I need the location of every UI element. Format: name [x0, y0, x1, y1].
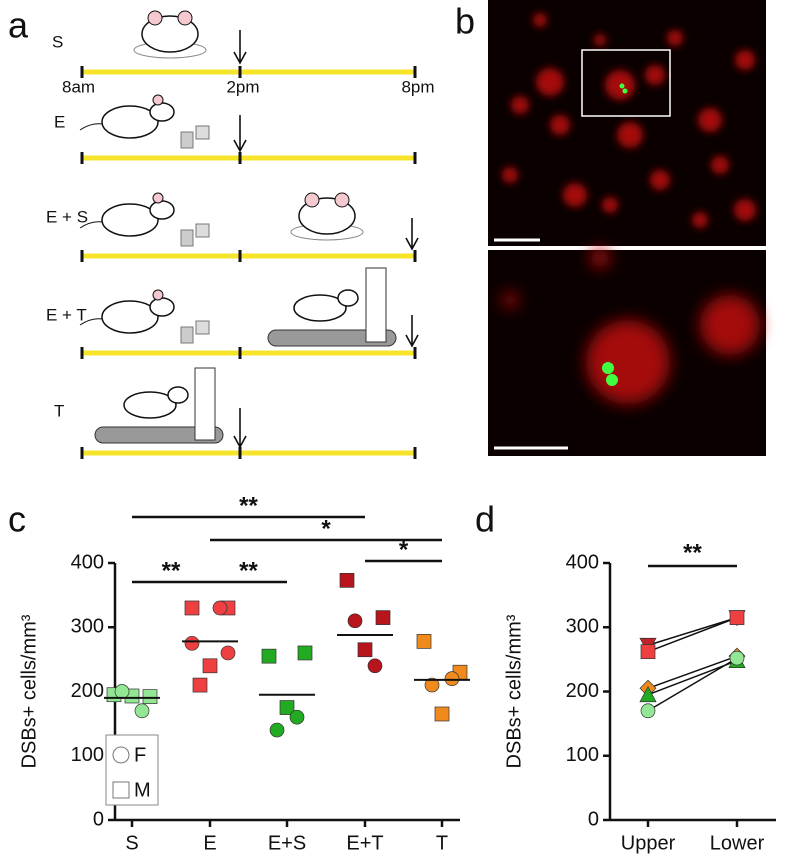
- y-tick-label: 300: [566, 616, 599, 638]
- point: [297, 645, 313, 661]
- panel-label: d: [475, 499, 495, 540]
- sleeping-mouse: [133, 10, 207, 59]
- point: [212, 600, 228, 616]
- point: [202, 658, 218, 674]
- row-label: S: [52, 32, 63, 51]
- y-tick-label: 400: [566, 551, 599, 573]
- point: [639, 685, 657, 703]
- pair-line: [647, 616, 738, 653]
- point: [444, 671, 460, 687]
- legend-label: F: [134, 744, 146, 766]
- point: [357, 642, 373, 658]
- time-label: 2pm: [226, 77, 259, 96]
- treadmill-mouse: [267, 267, 397, 347]
- y-tick-label: 400: [71, 551, 104, 573]
- point: [434, 706, 450, 722]
- time-label: 8am: [62, 77, 95, 96]
- point: [142, 689, 158, 704]
- x-tick-label: T: [436, 832, 448, 854]
- significance-label: **: [239, 557, 258, 584]
- point: [375, 610, 391, 625]
- significance-label: **: [239, 492, 258, 519]
- pair-line: [647, 655, 738, 689]
- time-label: 8pm: [401, 77, 434, 96]
- y-tick-label: 200: [71, 680, 104, 702]
- treadmill-mouse: [94, 367, 224, 444]
- mouse-with-objects: [79, 94, 210, 149]
- significance-label: *: [321, 515, 331, 542]
- point: [184, 635, 200, 651]
- x-tick-label: E+T: [346, 832, 383, 854]
- row-label: E: [54, 112, 65, 131]
- x-tick-label: E+S: [268, 832, 306, 854]
- y-tick-label: 100: [566, 744, 599, 766]
- point: [347, 613, 363, 629]
- point: [367, 658, 383, 674]
- point: [184, 600, 200, 616]
- y-axis-label: DSBs+ cells/mm³: [503, 614, 525, 768]
- point: [261, 648, 277, 664]
- point: [640, 703, 656, 719]
- y-tick-label: 200: [566, 680, 599, 702]
- panel-label: b: [455, 1, 475, 42]
- legend-label: M: [134, 779, 151, 801]
- point: [640, 644, 656, 660]
- panel-label: c: [8, 499, 26, 540]
- y-tick-label: 0: [588, 808, 599, 830]
- point: [134, 703, 150, 719]
- row-label: E + T: [46, 305, 87, 324]
- y-tick-label: 0: [93, 808, 104, 830]
- x-tick-label: S: [125, 832, 138, 854]
- point: [114, 684, 130, 699]
- point: [220, 645, 236, 661]
- point: [729, 610, 745, 625]
- y-axis-label: DSBs+ cells/mm³: [18, 614, 40, 768]
- point: [729, 650, 745, 666]
- y-tick-label: 300: [71, 616, 104, 638]
- point: [279, 700, 295, 715]
- x-tick-label: Lower: [710, 832, 765, 854]
- row-label: E + S: [46, 207, 88, 226]
- mouse-with-objects: [79, 289, 210, 344]
- microscopy-panel: [488, 0, 766, 456]
- x-tick-label: E: [203, 832, 216, 854]
- point: [424, 677, 440, 693]
- pair-line: [647, 616, 738, 646]
- significance-label: **: [162, 557, 181, 584]
- row-label: T: [54, 401, 64, 420]
- significance-label: **: [683, 539, 702, 566]
- point: [192, 677, 208, 693]
- x-tick-label: Upper: [621, 832, 676, 854]
- y-tick-label: 100: [71, 744, 104, 766]
- pair-line: [647, 657, 738, 712]
- point: [269, 722, 285, 738]
- panel-label: a: [8, 5, 29, 46]
- significance-label: *: [399, 536, 409, 563]
- point: [289, 709, 305, 725]
- legend-symbol: [112, 746, 130, 764]
- timeline-panel: S 8am 2pm 8pm E E + S E + T T: [46, 10, 435, 459]
- legend-symbol: [112, 781, 130, 799]
- sleeping-mouse: [290, 192, 364, 241]
- mouse-with-objects: [79, 192, 210, 247]
- point: [416, 634, 432, 649]
- point: [339, 572, 355, 588]
